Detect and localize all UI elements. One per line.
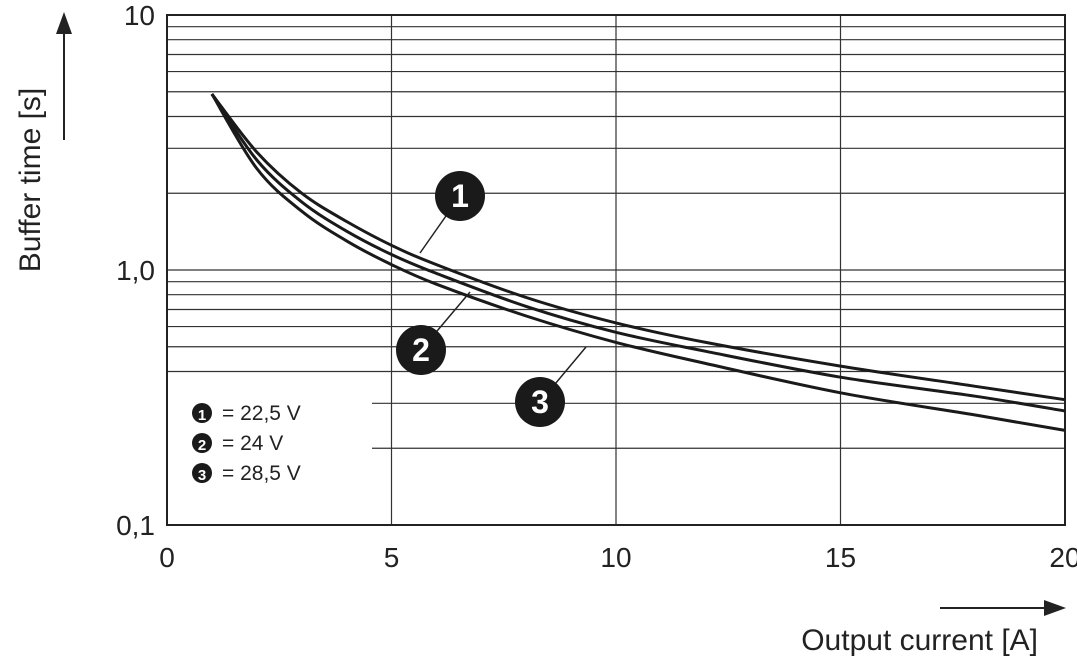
legend-label: = 24 V bbox=[222, 432, 283, 455]
legend-marker-2 bbox=[192, 433, 212, 453]
y-axis-arrow-head bbox=[56, 12, 72, 34]
series-curve-1 bbox=[210, 93, 1066, 402]
marker-number-3: 3 bbox=[531, 384, 549, 420]
legend-label: = 22,5 V bbox=[222, 402, 301, 425]
y-tick-label: 10 bbox=[124, 0, 155, 31]
marker-circle-3 bbox=[515, 377, 565, 427]
legend-marker-number: 1 bbox=[198, 407, 206, 424]
legend-marker-1 bbox=[192, 403, 212, 423]
marker-circle-2 bbox=[396, 325, 446, 375]
series-curve-3 bbox=[210, 93, 1066, 432]
series-curves bbox=[210, 93, 1066, 432]
x-tick-label: 10 bbox=[600, 542, 631, 573]
x-tick-label: 20 bbox=[1049, 542, 1077, 573]
y-tick-label: 0,1 bbox=[116, 510, 155, 541]
y-axis-title-group: Buffer time [s] bbox=[14, 12, 72, 272]
legend: 1 = 22,5 V 2 = 24 V 3 = 28,5 V bbox=[192, 402, 301, 485]
x-tick-label: 0 bbox=[159, 542, 175, 573]
x-axis-title-group: Output current [A] bbox=[801, 600, 1066, 657]
legend-marker-number: 3 bbox=[198, 467, 206, 484]
tick-labels: 0 5 10 15 20 0,1 1,0 10 bbox=[116, 0, 1077, 573]
legend-label: = 28,5 V bbox=[222, 462, 301, 485]
x-axis-arrow-head bbox=[1044, 600, 1066, 616]
series-curve-2 bbox=[210, 93, 1066, 413]
plot-frame bbox=[166, 14, 1066, 526]
x-tick-label: 5 bbox=[384, 542, 400, 573]
legend-marker-3 bbox=[192, 463, 212, 483]
marker-circle-1 bbox=[435, 171, 485, 221]
y-axis-title: Buffer time [s] bbox=[14, 88, 47, 273]
x-tick-label: 15 bbox=[825, 542, 856, 573]
marker-number-2: 2 bbox=[412, 332, 430, 368]
marker-number-1: 1 bbox=[451, 178, 469, 214]
x-axis-title: Output current [A] bbox=[801, 624, 1038, 657]
curve-markers: 1 2 3 bbox=[396, 171, 587, 427]
legend-marker-number: 2 bbox=[198, 437, 206, 454]
grid bbox=[167, 15, 1065, 525]
y-tick-label: 1,0 bbox=[116, 255, 155, 286]
